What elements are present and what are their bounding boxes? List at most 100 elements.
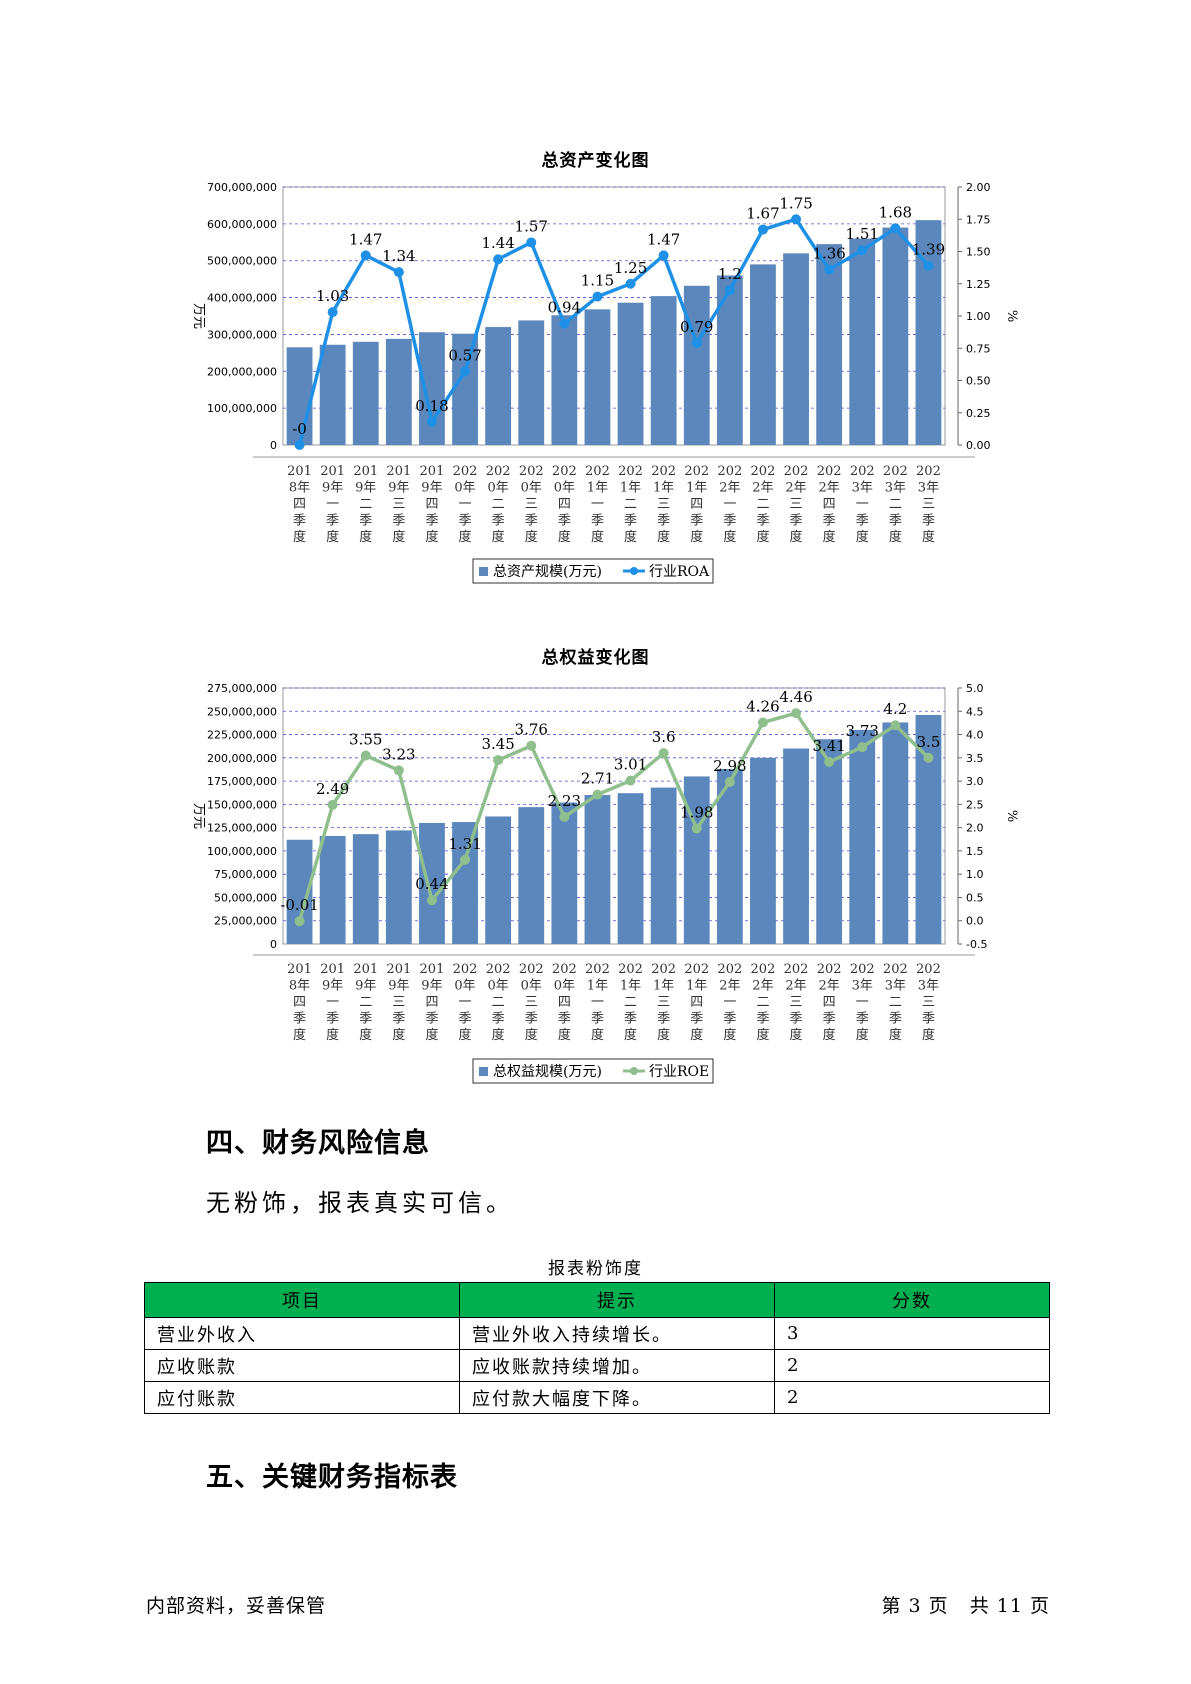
data-label: 3.41 (812, 737, 845, 755)
category-label: 0年 (521, 979, 542, 994)
category-label: 201 (420, 962, 445, 977)
bar (385, 830, 412, 944)
category-label: 202 (585, 962, 610, 977)
data-label: -0.01 (280, 896, 318, 914)
category-label: 度 (657, 1027, 670, 1043)
bar (419, 822, 445, 944)
category-label: 度 (591, 1027, 604, 1043)
category-label: 202 (552, 464, 577, 479)
left-tick-label: 600,000,000 (207, 218, 277, 231)
data-label: 1.36 (812, 245, 845, 263)
chart-title: 总资产变化图 (541, 151, 650, 171)
category-label: 3年 (852, 481, 873, 496)
category-label: 度 (326, 1027, 339, 1043)
left-axis-label: 万元 (191, 303, 206, 329)
category-label: 三 (525, 995, 538, 1010)
bar (849, 238, 876, 445)
category-label: 201 (386, 464, 411, 479)
category-label: 三 (922, 497, 935, 512)
category-label: 202 (916, 464, 941, 479)
left-tick-label: 175,000,000 (207, 775, 277, 788)
category-label: 季 (326, 1012, 339, 1027)
data-label: 3.76 (515, 721, 548, 739)
line-point (559, 811, 570, 822)
left-tick-label: 300,000,000 (207, 328, 277, 341)
category-label: 2年 (819, 481, 840, 496)
category-label: 201 (320, 464, 345, 479)
category-label: 季 (690, 514, 703, 529)
bar (352, 341, 379, 445)
category-label: 三 (525, 497, 538, 512)
section4-heading: 四、财务风险信息 (206, 1128, 430, 1159)
category-label: 四 (293, 497, 306, 512)
data-label: 1.44 (481, 234, 514, 252)
category-label: 度 (624, 529, 637, 545)
line-point (824, 757, 835, 768)
category-label: 季 (459, 514, 472, 529)
right-tick-label: 0.5 (966, 891, 984, 904)
category-label: 二 (492, 497, 505, 512)
category-label: 2年 (785, 481, 806, 496)
category-label: 季 (392, 514, 405, 529)
table-cell: 营业外收入持续增长。 (459, 1317, 775, 1350)
legend-bar-swatch (479, 567, 488, 576)
category-label: 2年 (819, 979, 840, 994)
table-cell: 营业外收入 (144, 1317, 460, 1350)
table-cell: 2 (774, 1349, 1050, 1382)
table-row: 应付账款 应付款大幅度下降。 2 (144, 1381, 1050, 1414)
category-label: 202 (717, 962, 742, 977)
category-label: 季 (492, 1012, 505, 1027)
left-tick-label: 250,000,000 (207, 705, 277, 718)
category-label: 二 (359, 497, 372, 512)
table-cell: 2 (774, 1381, 1050, 1414)
category-label: 度 (359, 1027, 372, 1043)
category-label: 度 (392, 529, 405, 545)
series-line (297, 217, 930, 446)
table-row: 应收账款 应收账款持续增加。 2 (144, 1349, 1050, 1382)
category-label: 202 (684, 962, 709, 977)
line-point (923, 752, 934, 763)
category-label: 9年 (355, 979, 376, 994)
category-label: 0年 (554, 481, 575, 496)
line-point (625, 278, 636, 289)
category-label: 202 (817, 962, 842, 977)
bar (650, 296, 677, 445)
left-tick-label: 275,000,000 (207, 682, 277, 695)
category-label: 季 (326, 514, 339, 529)
data-label: 2.71 (581, 770, 614, 788)
category-label: 1年 (686, 481, 707, 496)
category-label: 季 (558, 1012, 571, 1027)
category-label: 2年 (719, 979, 740, 994)
category-label: 202 (651, 962, 676, 977)
table-row: 营业外收入 营业外收入持续增长。 3 (144, 1317, 1050, 1350)
category-label: 季 (293, 514, 306, 529)
table-cell: 应收账款 (144, 1349, 460, 1382)
total-equity-chart: 总权益变化图 275,000,000 250,000,000 225,000,000… (191, 648, 1019, 1084)
right-tick-label: 0.00 (966, 439, 991, 452)
category-label: 季 (525, 1012, 538, 1027)
category-label: 1年 (620, 979, 641, 994)
category-label: 度 (790, 1027, 803, 1043)
category-label: 季 (624, 1012, 637, 1027)
left-tick-label: 0 (270, 938, 277, 951)
category-label: 202 (916, 962, 941, 977)
category-label: 四 (690, 497, 703, 512)
data-label: 2.98 (713, 757, 746, 775)
table-cell: 应付款大幅度下降。 (459, 1381, 775, 1414)
data-label: 3.73 (846, 722, 879, 740)
category-label: 度 (293, 529, 306, 545)
category-label: 2年 (752, 481, 773, 496)
line-point (592, 291, 603, 302)
category-label: 3年 (852, 979, 873, 994)
total-equity-chart-svg: 275,000,000 250,000,000 225,000,000 200,000… (191, 682, 1019, 1084)
bar (650, 787, 677, 944)
right-tick-label: 4.5 (966, 705, 984, 718)
bar (584, 309, 611, 445)
category-label: 季 (591, 514, 604, 529)
bar (286, 347, 313, 445)
line-point (857, 742, 868, 753)
category-label: 202 (453, 962, 478, 977)
left-axis-label: 万元 (191, 803, 206, 829)
category-label: 度 (657, 529, 670, 545)
category-label: 度 (525, 529, 538, 545)
